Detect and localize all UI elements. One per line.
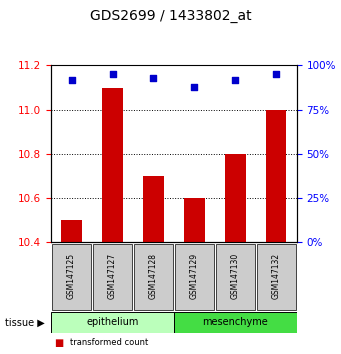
Bar (225, 154, 246, 242)
Bar (216, 244, 255, 310)
Bar (93, 244, 132, 310)
Bar (266, 110, 286, 242)
Text: epithelium: epithelium (86, 318, 139, 327)
Text: GSM147128: GSM147128 (149, 253, 158, 299)
Text: tissue ▶: tissue ▶ (4, 318, 44, 327)
Bar (174, 312, 297, 333)
Point (273, 72, 279, 77)
Text: GDS2699 / 1433802_at: GDS2699 / 1433802_at (90, 9, 251, 23)
Point (192, 84, 197, 90)
Bar (184, 198, 205, 242)
Bar (143, 176, 164, 242)
Text: GSM147129: GSM147129 (190, 252, 199, 299)
Bar (51, 312, 174, 333)
Bar (61, 221, 82, 242)
Text: ■: ■ (55, 338, 64, 348)
Bar (175, 244, 214, 310)
Point (110, 72, 115, 77)
Text: transformed count: transformed count (70, 338, 148, 347)
Point (69, 77, 74, 82)
Point (233, 77, 238, 82)
Text: mesenchyme: mesenchyme (203, 318, 268, 327)
Text: GSM147127: GSM147127 (108, 252, 117, 299)
Bar (52, 244, 91, 310)
Text: GSM147132: GSM147132 (272, 252, 281, 299)
Point (151, 75, 156, 81)
Bar (256, 244, 296, 310)
Text: GSM147125: GSM147125 (67, 252, 76, 299)
Bar (102, 88, 123, 242)
Text: GSM147130: GSM147130 (231, 252, 240, 299)
Bar (134, 244, 173, 310)
